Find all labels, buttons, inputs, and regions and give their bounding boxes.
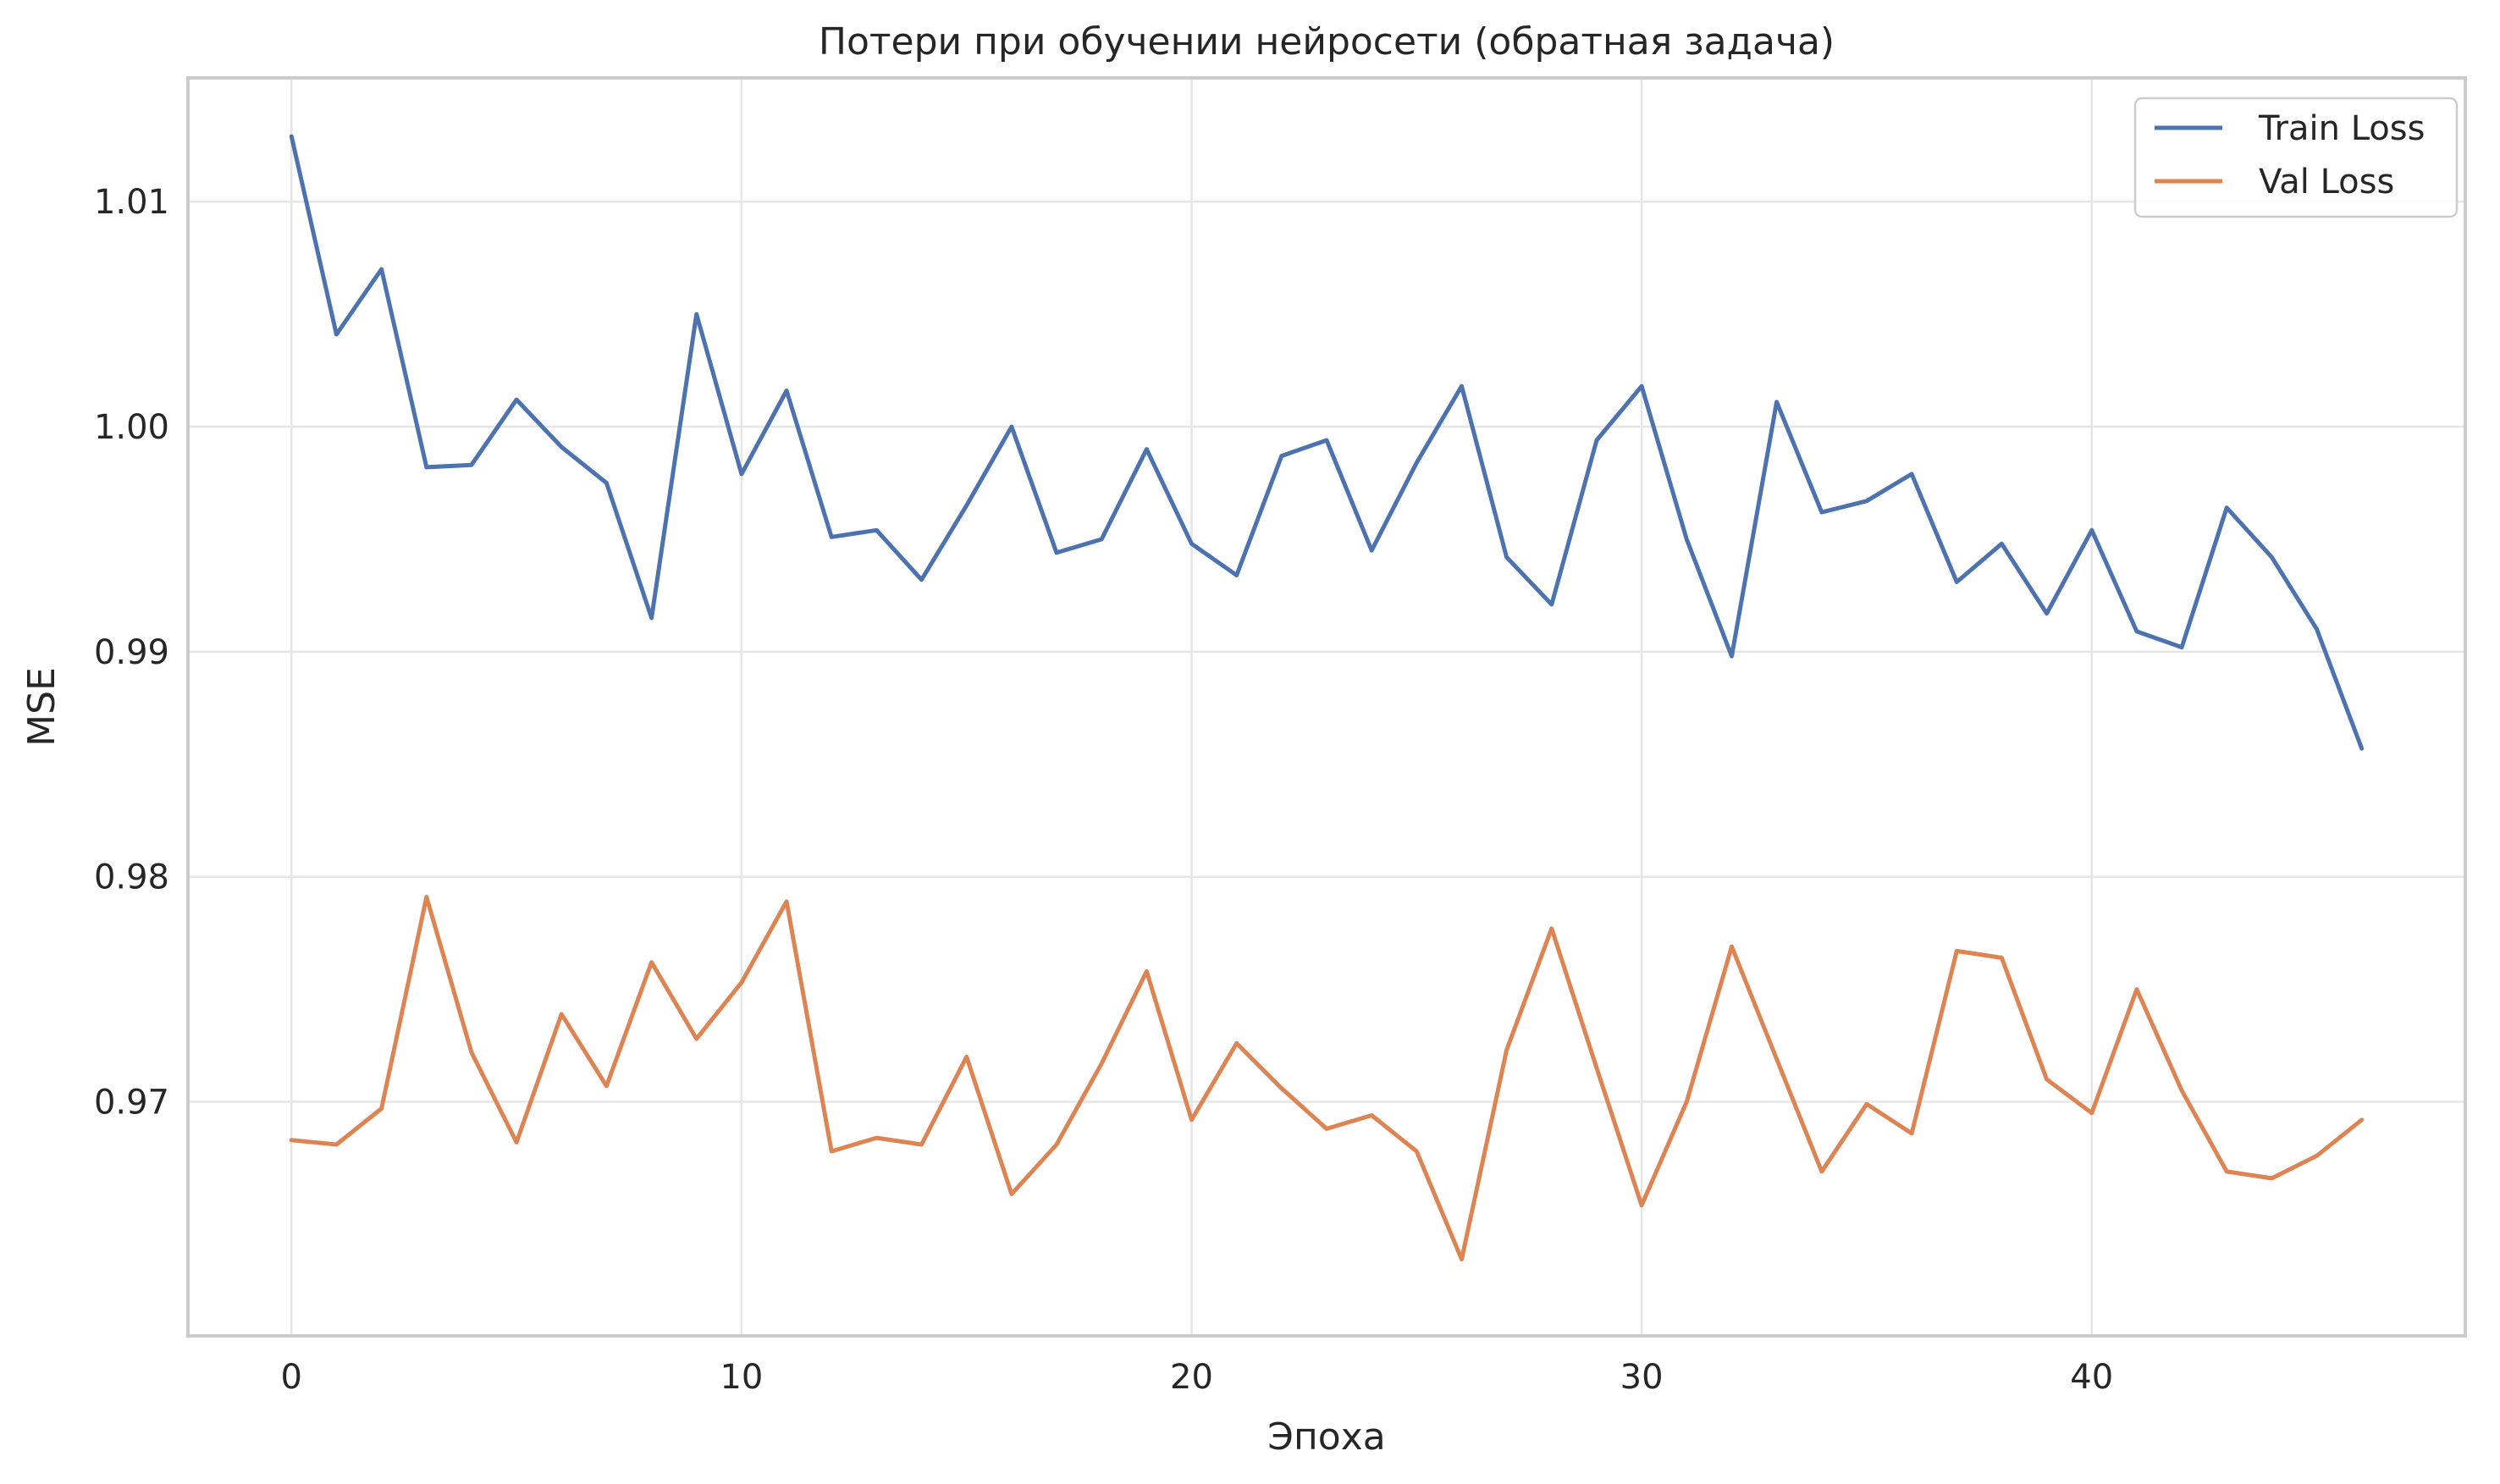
y-tick-label: 0.98 bbox=[94, 858, 169, 897]
x-tick-label: 30 bbox=[1620, 1358, 1664, 1397]
x-tick-label: 20 bbox=[1170, 1358, 1213, 1397]
series-line-train-loss bbox=[289, 134, 2365, 751]
legend: Train Loss Val Loss bbox=[2133, 97, 2459, 218]
y-tick-label: 1.00 bbox=[94, 408, 169, 447]
series-line-val-loss bbox=[289, 895, 2365, 1262]
x-tick-label: 40 bbox=[2070, 1358, 2113, 1397]
y-axis-title: MSE bbox=[20, 667, 63, 747]
y-tick-label: 0.99 bbox=[94, 633, 169, 672]
plot-frame bbox=[186, 76, 2467, 1338]
x-tick-label: 10 bbox=[720, 1358, 763, 1397]
series-lines bbox=[289, 134, 2365, 1262]
legend-label-val-loss: Val Loss bbox=[2259, 163, 2394, 201]
y-tick-label: 0.97 bbox=[94, 1084, 169, 1123]
x-axis-title: Эпоха bbox=[1267, 1415, 1385, 1459]
legend-label-train-loss: Train Loss bbox=[2258, 109, 2425, 148]
grid-lines bbox=[188, 78, 2465, 1336]
chart-title: Потери при обучении нейросети (обратная … bbox=[819, 20, 1835, 63]
y-tick-label: 1.01 bbox=[94, 183, 169, 222]
x-tick-labels: 0 10 20 30 40 bbox=[281, 1358, 2114, 1397]
x-tick-label: 0 bbox=[281, 1358, 302, 1397]
y-tick-labels: 0.97 0.98 0.99 1.00 1.01 bbox=[94, 183, 169, 1122]
